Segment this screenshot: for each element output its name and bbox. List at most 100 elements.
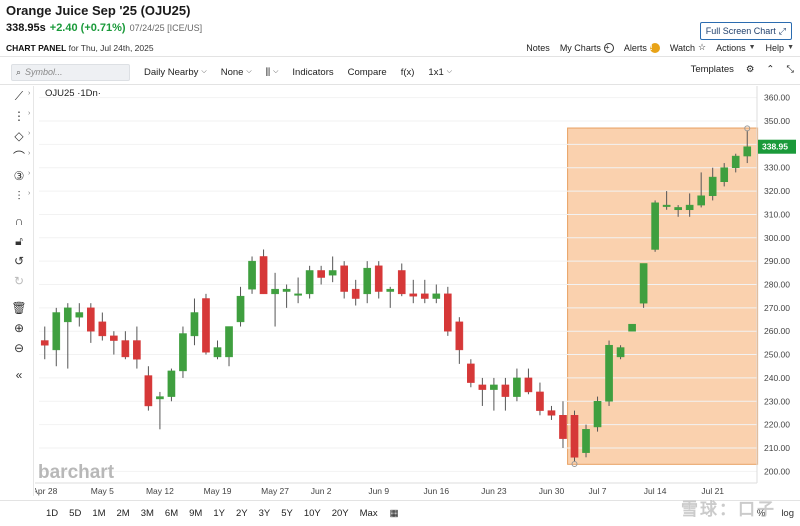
- zoom-out-icon[interactable]: ⊖: [13, 341, 25, 355]
- candle-body: [271, 288, 279, 295]
- timeframe-10y[interactable]: 10Y: [303, 508, 321, 519]
- magnet-icon[interactable]: ∩: [14, 214, 24, 228]
- candle-body: [582, 429, 590, 453]
- timeframe-20y[interactable]: 20Y: [331, 508, 349, 519]
- timeframe-2y[interactable]: 2Y: [235, 508, 248, 519]
- notes-label: Notes: [526, 42, 550, 53]
- y-tick-label: 360.00: [764, 93, 790, 103]
- calendar-icon[interactable]: ▦: [389, 508, 399, 519]
- full-screen-chart-button[interactable]: Full Screen Chart ⤢: [699, 22, 792, 40]
- lock-icon[interactable]: 🔓︎: [15, 233, 23, 248]
- candle-body: [478, 384, 487, 390]
- star-icon: ☆: [698, 42, 707, 52]
- candle-body: [121, 340, 130, 358]
- price-line: 338.95s +2.40 (+0.71%) 07/24/25 [ICE/US]: [6, 22, 202, 34]
- gear-icon[interactable]: ⚙: [745, 64, 755, 75]
- templates-button[interactable]: Templates: [690, 64, 734, 75]
- timeframe-2m[interactable]: 2M: [116, 508, 130, 519]
- watch-link[interactable]: Watch ☆: [670, 42, 706, 53]
- fib-tool-icon[interactable]: ⋮ ›: [13, 109, 31, 123]
- chevron-down-icon: ⌵: [273, 68, 279, 75]
- collapse-icon[interactable]: ⌃: [766, 64, 775, 75]
- timeframe-3y[interactable]: 3Y: [258, 508, 271, 519]
- candle-body: [616, 347, 625, 358]
- candle-body: [63, 307, 72, 323]
- timeframe-1d[interactable]: 1D: [46, 508, 59, 519]
- trash-icon[interactable]: 🗑︎: [11, 301, 27, 315]
- collapse-sidebar-icon[interactable]: «: [15, 368, 23, 382]
- pattern-tool-icon[interactable]: ⫶ ›: [17, 188, 31, 203]
- candle-body: [351, 288, 360, 299]
- price-change: +2.40 (+0.71%): [49, 22, 126, 34]
- candle-body: [593, 401, 602, 428]
- y-tick-label: 350.00: [764, 116, 790, 126]
- wave-tool-icon[interactable]: ③ ›: [13, 169, 31, 183]
- zoom-in-icon[interactable]: ⊕: [13, 321, 25, 335]
- function-button[interactable]: f(x): [400, 66, 415, 78]
- redo-icon[interactable]: ↻: [13, 274, 25, 288]
- candle-body: [513, 377, 521, 397]
- help-menu[interactable]: Help ▼: [766, 43, 794, 53]
- fullscreen-icon[interactable]: ⤡: [786, 64, 794, 75]
- expand-icon: ⤢: [778, 25, 786, 36]
- alerts-link[interactable]: Alerts!: [624, 42, 660, 53]
- candle: [259, 249, 268, 295]
- candle: [639, 263, 648, 308]
- chart-area[interactable]: 200.00 210.00 220.00 230.00 240.00 250.00 260.…: [32, 86, 800, 496]
- trendline-tool-icon[interactable]: ⟋ ›: [14, 88, 31, 103]
- timeframe-5d[interactable]: 5D: [69, 508, 82, 519]
- chart-toolbar: ⌕ Symbol... Daily Nearby ⌵ None ⌵ ⫼ ⌵ Indic…: [0, 60, 800, 84]
- indicators-button[interactable]: Indicators: [292, 66, 334, 78]
- actions-menu[interactable]: Actions ▼: [716, 43, 755, 53]
- percent-toggle[interactable]: %: [756, 508, 766, 519]
- notes-link[interactable]: Notes: [526, 43, 550, 53]
- timeframe-5y[interactable]: 5Y: [281, 508, 293, 519]
- candle: [674, 205, 682, 217]
- candle-body: [674, 207, 682, 211]
- timeframe-1m[interactable]: 1M: [92, 508, 106, 519]
- candle: [340, 261, 348, 299]
- candle: [547, 405, 556, 420]
- layout-dropdown[interactable]: 1x1 ⌵: [428, 67, 452, 78]
- help-label: Help: [765, 42, 785, 53]
- symbol-placeholder: Symbol...: [25, 67, 63, 77]
- candle: [52, 307, 61, 367]
- y-tick-label: 260.00: [764, 326, 790, 336]
- bar-type-dropdown[interactable]: ⫼ ⌵: [266, 67, 279, 78]
- candle: [190, 298, 199, 346]
- candle-body: [363, 267, 372, 295]
- candle: [616, 345, 625, 360]
- interval-dropdown[interactable]: Daily Nearby ⌵: [144, 67, 207, 78]
- candle: [213, 340, 222, 360]
- price-chart[interactable]: 200.00 210.00 220.00 230.00 240.00 250.00 260.…: [32, 86, 800, 496]
- undo-icon[interactable]: ↺: [13, 254, 25, 268]
- y-tick-label: 210.00: [764, 443, 790, 453]
- arc-tool-icon[interactable]: ⌒ ›: [12, 149, 31, 164]
- symbol-search-input[interactable]: ⌕ Symbol...: [11, 63, 130, 81]
- watch-label: Watch: [669, 42, 696, 53]
- timeframe-max[interactable]: Max: [359, 508, 378, 519]
- timeframe-3m[interactable]: 3M: [140, 508, 154, 519]
- full-screen-label: Full Screen Chart: [705, 26, 776, 36]
- x-tick-label: Jul 14: [644, 486, 667, 496]
- study-dropdown[interactable]: None ⌵: [221, 67, 252, 78]
- timeframe-1y[interactable]: 1Y: [213, 508, 225, 519]
- chevron-down-icon: ▼: [787, 44, 794, 51]
- timeframe-9m[interactable]: 9M: [189, 508, 203, 519]
- timeframe-6m[interactable]: 6M: [164, 508, 179, 519]
- compare-button[interactable]: Compare: [347, 66, 387, 78]
- chevron-down-icon: ⌵: [446, 68, 453, 75]
- candle: [63, 303, 72, 369]
- candle: [697, 172, 705, 208]
- candle: [536, 382, 544, 416]
- candle: [582, 424, 590, 458]
- log-toggle[interactable]: log: [781, 508, 794, 519]
- divider: [0, 56, 800, 57]
- candle: [167, 368, 176, 402]
- candle: [40, 326, 49, 360]
- toolbar-right: Templates ⚙ ⌃ ⤡: [691, 64, 794, 75]
- candle: [225, 326, 233, 367]
- shape-tool-icon[interactable]: ◇ ›: [14, 129, 31, 143]
- my-charts-link[interactable]: My Charts +: [560, 42, 614, 53]
- candle: [144, 366, 153, 411]
